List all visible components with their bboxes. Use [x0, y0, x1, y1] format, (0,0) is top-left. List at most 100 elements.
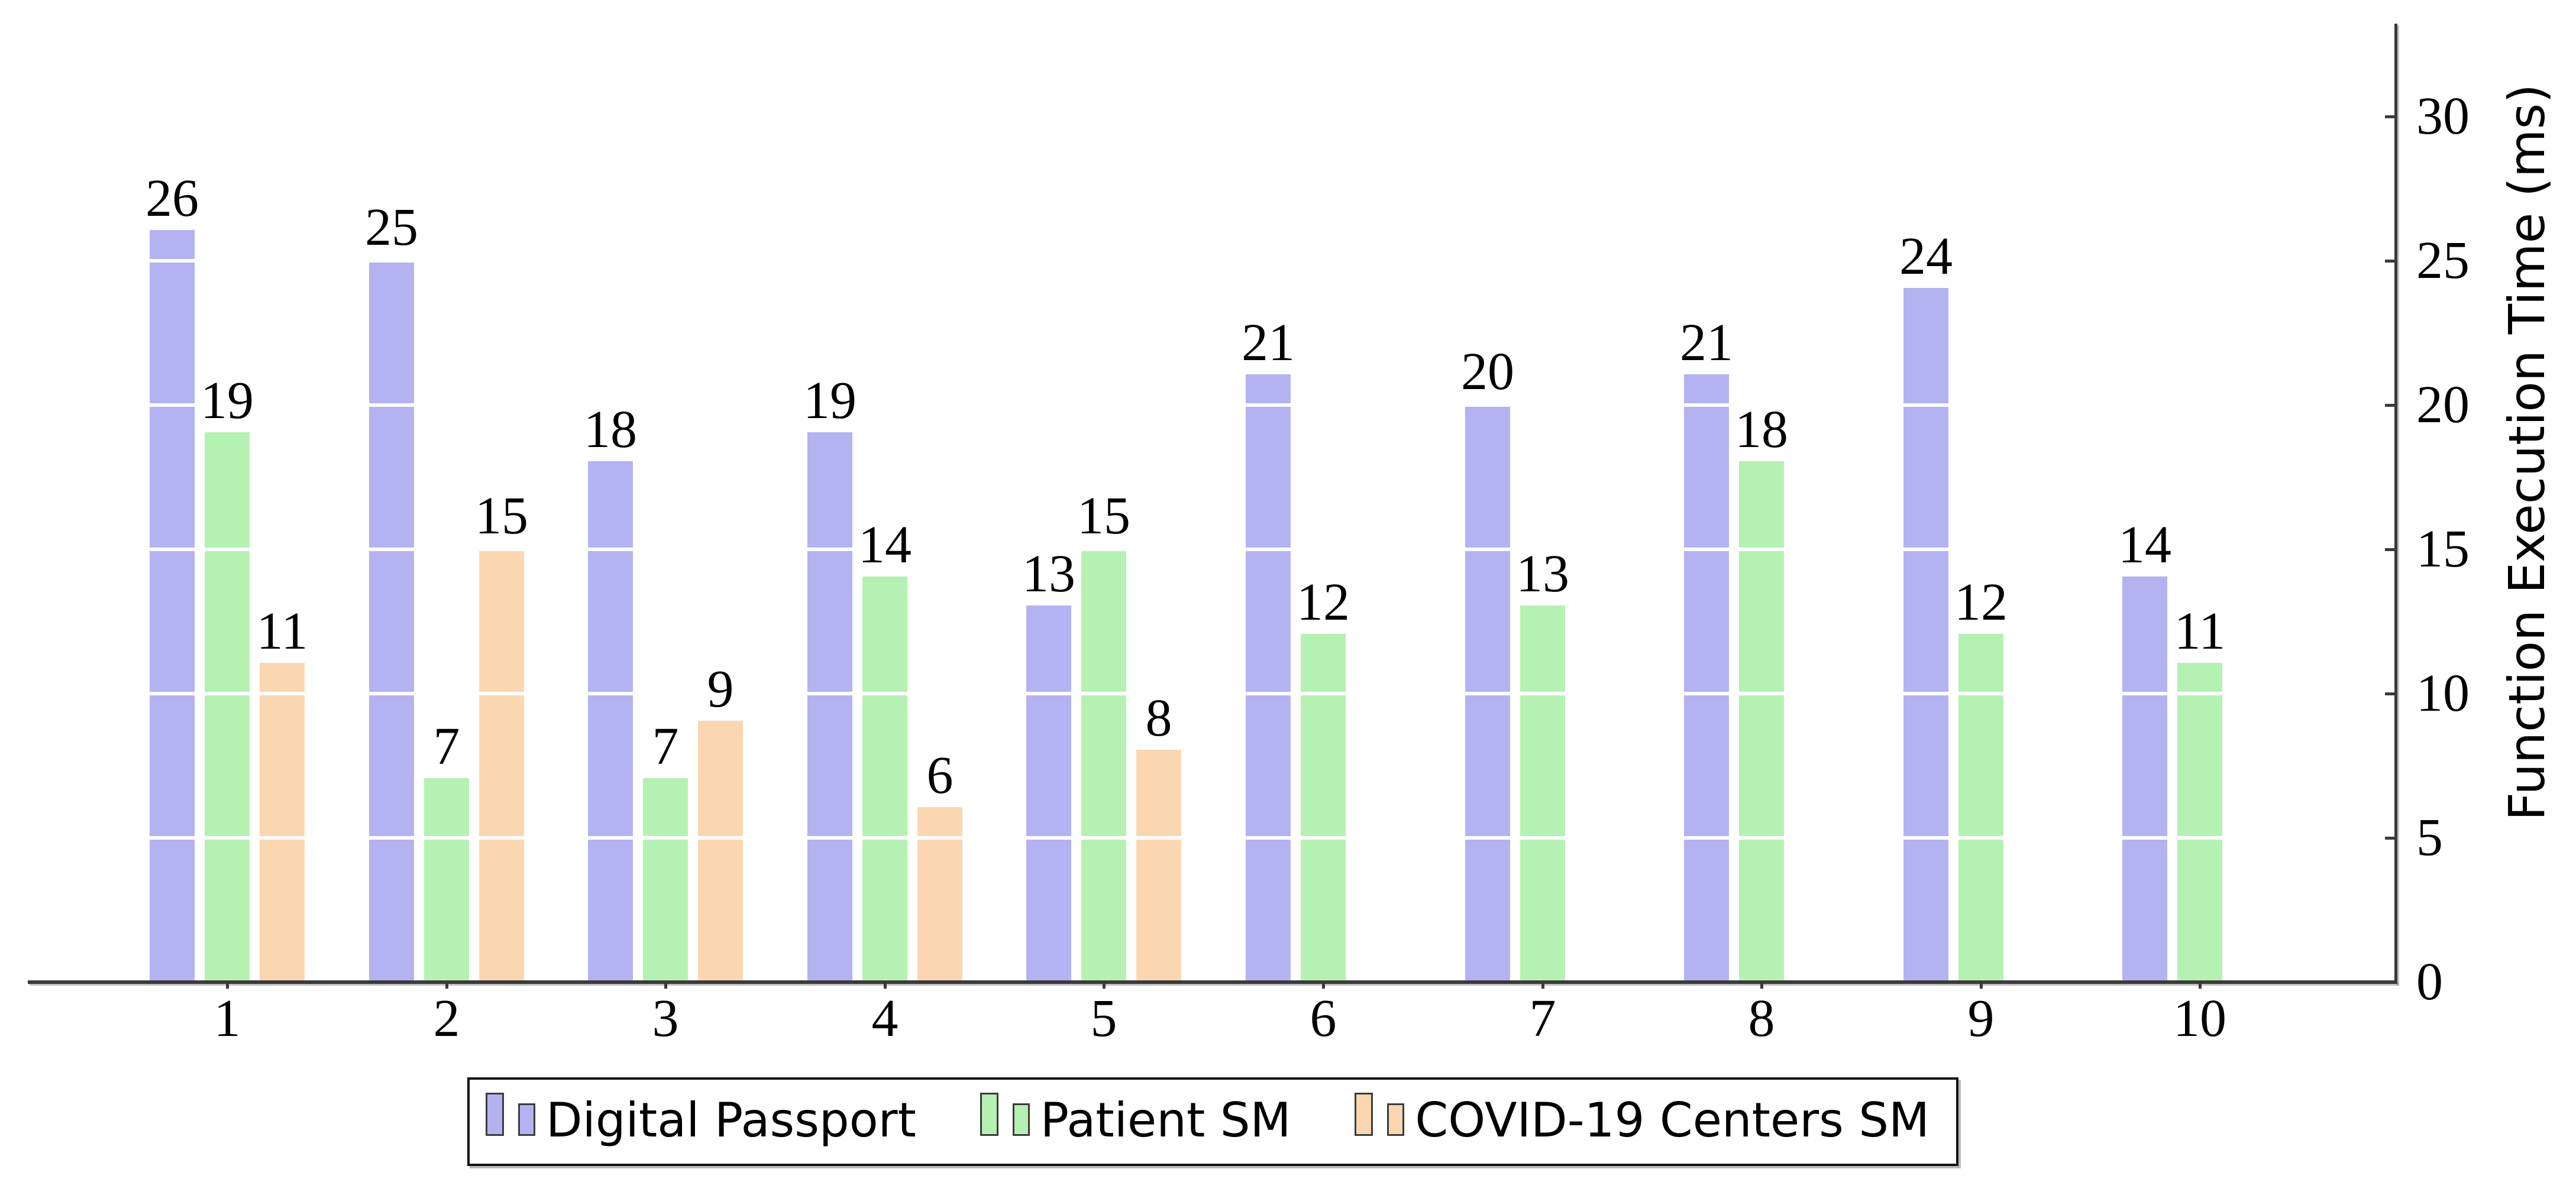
bar-value-label-digital-passport-x2: 25 — [365, 198, 418, 257]
gridline-20 — [28, 403, 2394, 407]
gridline-25 — [28, 259, 2394, 263]
legend-item-digital-passport: Digital Passport — [486, 1093, 916, 1144]
gridline-15 — [28, 548, 2394, 551]
x-tick-5 — [1103, 980, 1106, 989]
bar-value-label-covid-19-centers-sm-x5: 8 — [1145, 689, 1172, 747]
bar-value-label-covid-19-centers-sm-x1: 11 — [256, 602, 308, 660]
x-tick-2 — [445, 980, 448, 989]
bar-value-label-patient-sm-x5: 15 — [1077, 487, 1130, 545]
bar-value-label-covid-19-centers-sm-x4: 6 — [926, 746, 954, 805]
y-tick-label-0: 0 — [2416, 953, 2443, 1011]
y-tick-30 — [2385, 115, 2394, 118]
bar-digital-passport-x1 — [150, 230, 195, 980]
bar-value-label-digital-passport-x9: 24 — [1899, 227, 1953, 286]
y-tick-label-25: 25 — [2416, 231, 2470, 290]
legend-item-covid-19-centers-sm: COVID-19 Centers SM — [1355, 1093, 1929, 1144]
bar-value-label-digital-passport-x4: 19 — [803, 371, 856, 430]
bar-value-label-patient-sm-x1: 19 — [201, 371, 254, 430]
legend-item-patient-sm: Patient SM — [980, 1093, 1291, 1144]
y-tick-25 — [2385, 260, 2394, 263]
x-tick-7 — [1541, 980, 1544, 989]
bar-value-label-patient-sm-x7: 13 — [1516, 545, 1569, 603]
x-tick-1 — [226, 980, 229, 989]
bar-digital-passport-x9 — [1903, 288, 1948, 980]
y-tick-20 — [2385, 404, 2394, 407]
legend-swatch-short-patient-sm — [1012, 1103, 1030, 1136]
x-axis-line — [28, 980, 2397, 984]
bar-patient-sm-x7 — [1520, 605, 1565, 980]
x-tick-label-6: 6 — [1310, 989, 1337, 1048]
y-tick-label-20: 20 — [2416, 375, 2470, 434]
y-tick-label-5: 5 — [2416, 808, 2443, 867]
legend-swatch-tall-patient-sm — [980, 1093, 998, 1136]
bar-patient-sm-x4 — [862, 577, 907, 980]
bar-covid-19-centers-sm-x2 — [479, 548, 524, 980]
y-tick-label-30: 30 — [2416, 87, 2470, 145]
bar-digital-passport-x3 — [588, 461, 633, 980]
y-tick-label-10: 10 — [2416, 664, 2470, 723]
bar-covid-19-centers-sm-x3 — [698, 721, 743, 980]
bar-value-label-digital-passport-x5: 13 — [1022, 545, 1075, 603]
x-tick-label-9: 9 — [1967, 989, 1995, 1048]
bar-digital-passport-x6 — [1246, 374, 1291, 980]
x-tick-label-5: 5 — [1090, 989, 1117, 1048]
legend-swatch-short-digital-passport — [518, 1103, 535, 1136]
y-tick-15 — [2385, 548, 2394, 551]
x-tick-8 — [1760, 980, 1763, 989]
y-axis-title: Function Execution Time (ms) — [2498, 83, 2556, 821]
bar-value-label-digital-passport-x10: 14 — [2118, 516, 2171, 574]
legend-label: COVID-19 Centers SM — [1415, 1093, 1929, 1148]
bar-value-label-covid-19-centers-sm-x2: 15 — [475, 487, 528, 545]
x-tick-label-4: 4 — [871, 989, 898, 1048]
bar-patient-sm-x3 — [643, 778, 688, 980]
x-tick-label-10: 10 — [2173, 989, 2226, 1048]
bar-covid-19-centers-sm-x5 — [1136, 750, 1181, 980]
legend-label: Digital Passport — [546, 1093, 916, 1148]
legend-swatch-tall-digital-passport — [486, 1093, 504, 1136]
bar-patient-sm-x2 — [424, 778, 469, 980]
bar-value-label-patient-sm-x10: 11 — [2174, 602, 2226, 660]
x-tick-10 — [2199, 980, 2202, 989]
bar-value-label-patient-sm-x9: 12 — [1954, 573, 2008, 632]
gridline-5 — [28, 836, 2394, 840]
y-tick-10 — [2385, 692, 2394, 695]
legend-swatch-short-covid-19-centers-sm — [1387, 1103, 1405, 1136]
x-tick-label-7: 7 — [1529, 989, 1556, 1048]
bar-value-label-digital-passport-x8: 21 — [1680, 313, 1733, 372]
bar-value-label-patient-sm-x8: 18 — [1735, 400, 1788, 459]
x-tick-4 — [884, 980, 887, 989]
y-tick-5 — [2385, 837, 2394, 840]
legend-swatch-tall-covid-19-centers-sm — [1355, 1093, 1373, 1136]
y-tick-label-15: 15 — [2416, 520, 2470, 578]
bar-digital-passport-x8 — [1684, 374, 1729, 980]
x-tick-label-8: 8 — [1748, 989, 1775, 1048]
bar-value-label-digital-passport-x6: 21 — [1242, 313, 1295, 372]
bar-value-label-digital-passport-x1: 26 — [146, 169, 199, 228]
bar-digital-passport-x5 — [1026, 605, 1071, 980]
bar-value-label-patient-sm-x4: 14 — [858, 516, 912, 574]
bar-value-label-patient-sm-x6: 12 — [1297, 573, 1350, 632]
bar-value-label-digital-passport-x3: 18 — [584, 400, 637, 459]
bar-patient-sm-x10 — [2177, 663, 2222, 980]
bar-value-label-covid-19-centers-sm-x3: 9 — [707, 660, 734, 718]
bar-patient-sm-x8 — [1739, 461, 1784, 980]
bar-value-label-digital-passport-x7: 20 — [1461, 342, 1514, 401]
legend: Digital Passport Patient SM COVID-19 Cente… — [467, 1077, 1958, 1166]
x-tick-label-3: 3 — [652, 989, 679, 1048]
bar-value-label-patient-sm-x2: 7 — [433, 717, 460, 776]
legend-label: Patient SM — [1040, 1093, 1291, 1148]
bar-covid-19-centers-sm-x1 — [260, 663, 305, 980]
x-tick-9 — [1980, 980, 1983, 989]
x-tick-label-2: 2 — [433, 989, 460, 1048]
bar-covid-19-centers-sm-x4 — [917, 807, 962, 980]
x-tick-3 — [664, 980, 667, 989]
bar-patient-sm-x5 — [1081, 548, 1126, 980]
bar-patient-sm-x6 — [1301, 634, 1346, 980]
x-tick-label-1: 1 — [214, 989, 241, 1048]
gridline-10 — [28, 692, 2394, 695]
bar-patient-sm-x9 — [1958, 634, 2003, 980]
bar-digital-passport-x10 — [2122, 577, 2167, 980]
x-tick-6 — [1322, 980, 1325, 989]
bar-digital-passport-x4 — [807, 432, 852, 980]
bar-digital-passport-x2 — [369, 259, 414, 980]
